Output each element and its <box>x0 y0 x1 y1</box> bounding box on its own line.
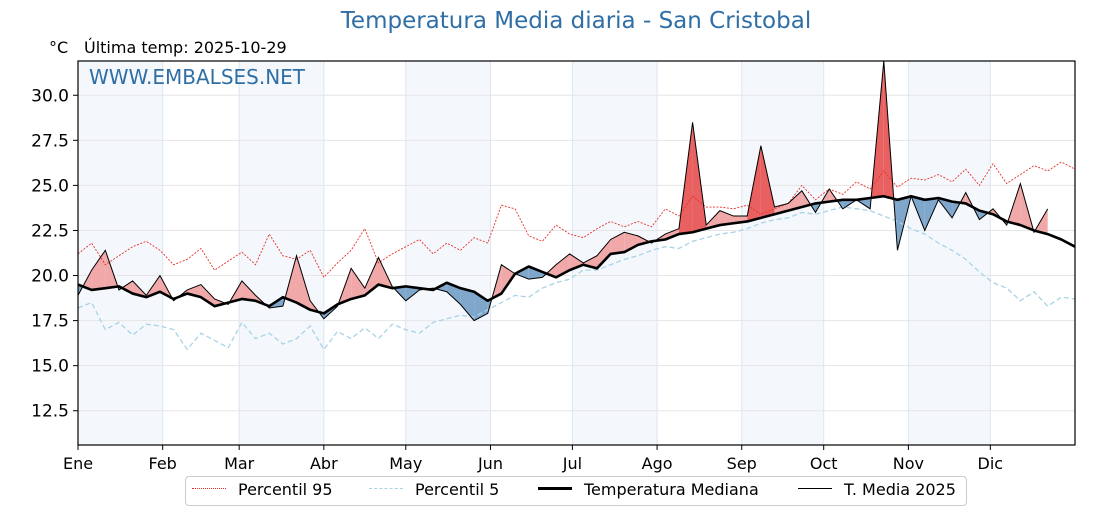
fill-below-median <box>405 286 420 301</box>
x-tick-label: Abr <box>310 454 338 473</box>
fill-below-median <box>460 288 475 321</box>
month-bands <box>78 61 991 445</box>
y-tick-label: 12.5 <box>31 402 69 422</box>
dotted-line-icon <box>192 488 226 489</box>
watermark: WWW.EMBALSES.NET <box>89 65 306 89</box>
y-tick-label: 15.0 <box>31 357 69 377</box>
last-date-label: Última temp: 2025-10-29 <box>84 38 287 57</box>
plot-frame <box>77 60 1076 446</box>
fill-above-median <box>296 255 311 310</box>
x-tick-label: Oct <box>810 454 838 473</box>
line-temperatura-mediana <box>77 194 1076 315</box>
y-axis: 12.5 15.0 17.5 20.0 22.5 25.0 27.5 30.0 <box>31 86 78 422</box>
dashed-line-icon <box>369 488 403 489</box>
series-lines <box>77 60 1076 351</box>
y-tick-label: 30.0 <box>31 86 69 106</box>
legend-item-median: Temperatura Mediana <box>538 480 759 499</box>
x-tick-label: Sep <box>727 454 757 473</box>
legend-item-p5: Percentil 5 <box>369 480 499 499</box>
fill-above-median <box>200 284 215 307</box>
x-tick-label: Feb <box>149 454 177 473</box>
x-tick-label: May <box>389 454 422 473</box>
legend-item-current: T. Media 2025 <box>798 480 956 499</box>
y-tick-label: 22.5 <box>31 221 69 241</box>
legend-label: Temperatura Mediana <box>584 480 759 499</box>
x-tick-label: Nov <box>893 454 924 473</box>
y-tick-label: 20.0 <box>31 267 69 287</box>
x-tick-label: Jun <box>477 454 503 473</box>
fill-above-median <box>610 232 625 254</box>
x-tick-label: Ago <box>642 454 673 473</box>
fill-above-median <box>774 203 789 215</box>
month-band <box>405 61 491 445</box>
grid-lines <box>77 61 1075 445</box>
anomaly-fills <box>78 61 1048 321</box>
fill-below-median <box>528 266 543 280</box>
month-band <box>741 61 824 445</box>
line-t-media-2025 <box>77 60 1049 322</box>
legend-label: T. Media 2025 <box>844 480 956 499</box>
month-band <box>78 61 163 445</box>
line-percentil-95 <box>77 161 1076 279</box>
fill-above-median <box>569 253 584 271</box>
thin-line-icon <box>798 488 832 489</box>
legend: Percentil 95 Percentil 5 Temperatura Med… <box>185 476 967 506</box>
y-unit-label: °C <box>49 38 69 57</box>
fill-above-median <box>706 210 720 229</box>
month-band <box>908 61 991 445</box>
legend-label: Percentil 5 <box>415 480 500 499</box>
fill-above-median <box>596 239 611 269</box>
x-tick-label: Dic <box>978 454 1004 473</box>
line-percentil-5 <box>77 206 1076 351</box>
x-tick-label: Ene <box>63 454 93 473</box>
fill-above-median <box>624 232 638 253</box>
y-tick-label: 27.5 <box>31 131 69 151</box>
fill-above-median <box>351 268 365 299</box>
chart-title: Temperatura Media diaria - San Cristobal <box>340 8 812 34</box>
x-tick-label: Mar <box>224 454 255 473</box>
fill-above-median <box>788 190 802 211</box>
y-tick-label: 17.5 <box>31 312 69 332</box>
fill-above-median <box>122 280 133 294</box>
thick-line-icon <box>538 487 572 490</box>
legend-item-p95: Percentil 95 <box>192 480 333 499</box>
fill-above-median <box>760 145 775 218</box>
fill-above-median <box>91 250 106 290</box>
fill-above-median <box>241 280 256 301</box>
x-axis: Ene Feb Mar Abr May Jun Jul Ago Sep Oct Nov Dic <box>63 445 1003 473</box>
legend-label: Percentil 95 <box>238 480 333 499</box>
y-tick-label: 25.0 <box>31 176 69 196</box>
x-tick-label: Jul <box>562 454 582 473</box>
fill-above-median <box>719 210 734 226</box>
